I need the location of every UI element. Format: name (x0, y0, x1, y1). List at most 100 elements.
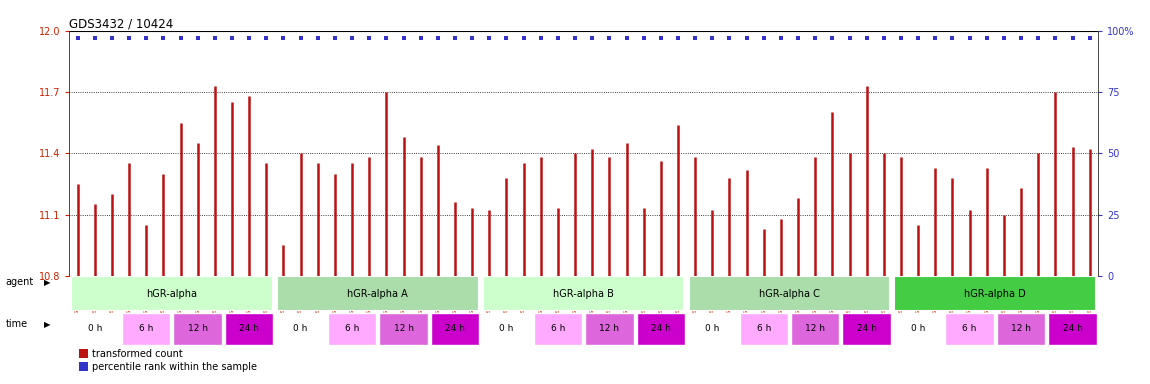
Point (772, 35, 790, 41)
Point (943, 35, 961, 41)
Point (68, 35, 86, 41)
Bar (1049, 313, 1097, 345)
Point (189, 35, 207, 41)
Text: 6 h: 6 h (757, 324, 770, 333)
Point (531, 35, 550, 41)
Text: 0 h: 0 h (499, 324, 514, 333)
Point (446, 35, 465, 41)
Point (137, 35, 155, 41)
Text: hGR-alpha D: hGR-alpha D (965, 288, 1026, 298)
Bar (277, 276, 478, 311)
Text: 24 h: 24 h (1063, 324, 1082, 333)
Point (463, 35, 482, 41)
Point (583, 35, 601, 41)
Point (635, 35, 653, 41)
Bar (843, 313, 891, 345)
Point (978, 35, 996, 41)
Bar (945, 313, 994, 345)
Bar (70, 313, 118, 345)
Text: 24 h: 24 h (857, 324, 876, 333)
Bar (276, 313, 324, 345)
Point (497, 35, 515, 41)
Point (754, 35, 773, 41)
Point (394, 35, 413, 41)
Point (514, 35, 532, 41)
Text: 6 h: 6 h (963, 324, 976, 333)
Point (891, 35, 910, 41)
Point (480, 35, 498, 41)
Point (685, 35, 704, 41)
Text: agent: agent (6, 277, 34, 287)
Point (737, 35, 756, 41)
Point (566, 35, 584, 41)
Point (308, 35, 327, 41)
Text: ▶: ▶ (44, 278, 51, 287)
Point (823, 35, 842, 41)
Point (120, 35, 138, 41)
Text: GDS3432 / 10424: GDS3432 / 10424 (69, 18, 174, 31)
Bar (739, 313, 788, 345)
Text: 12 h: 12 h (393, 324, 414, 333)
Bar (689, 276, 890, 311)
Text: hGR-alpha: hGR-alpha (146, 288, 198, 298)
Bar (71, 276, 273, 311)
Point (841, 35, 859, 41)
Text: 0 h: 0 h (911, 324, 926, 333)
Point (908, 35, 927, 41)
Point (669, 35, 688, 41)
Bar (534, 313, 582, 345)
Text: 6 h: 6 h (551, 324, 565, 333)
Point (652, 35, 670, 41)
Point (549, 35, 567, 41)
Point (858, 35, 876, 41)
Bar (431, 313, 480, 345)
Point (429, 35, 447, 41)
Text: hGR-alpha C: hGR-alpha C (759, 288, 820, 298)
Bar (791, 313, 840, 345)
Bar (79, 362, 87, 371)
Text: hGR-alpha B: hGR-alpha B (553, 288, 614, 298)
Text: transformed count: transformed count (92, 349, 183, 359)
Bar (380, 313, 428, 345)
Text: 12 h: 12 h (805, 324, 826, 333)
Text: ▶: ▶ (44, 320, 51, 329)
Text: 0 h: 0 h (293, 324, 308, 333)
Text: 24 h: 24 h (445, 324, 465, 333)
Point (1012, 35, 1030, 41)
Bar (895, 276, 1096, 311)
Point (720, 35, 738, 41)
Point (412, 35, 430, 41)
Bar (122, 313, 170, 345)
Text: 6 h: 6 h (139, 324, 153, 333)
Text: 6 h: 6 h (345, 324, 359, 333)
Bar (997, 313, 1045, 345)
Point (240, 35, 259, 41)
Bar (483, 276, 684, 311)
Point (789, 35, 807, 41)
Text: 24 h: 24 h (651, 324, 670, 333)
Text: 0 h: 0 h (87, 324, 102, 333)
Bar (225, 313, 274, 345)
Point (274, 35, 292, 41)
Point (325, 35, 344, 41)
Point (995, 35, 1013, 41)
Point (618, 35, 636, 41)
Point (960, 35, 979, 41)
Bar (79, 349, 87, 358)
Point (1029, 35, 1048, 41)
Point (85, 35, 104, 41)
Text: 0 h: 0 h (705, 324, 720, 333)
Text: percentile rank within the sample: percentile rank within the sample (92, 362, 256, 372)
Point (360, 35, 378, 41)
Point (377, 35, 396, 41)
Bar (637, 313, 685, 345)
Point (875, 35, 894, 41)
Bar (174, 313, 222, 345)
Bar (328, 313, 376, 345)
Text: hGR-alpha A: hGR-alpha A (347, 288, 408, 298)
Point (703, 35, 721, 41)
Point (343, 35, 361, 41)
Point (102, 35, 121, 41)
Point (291, 35, 309, 41)
Point (1081, 35, 1099, 41)
